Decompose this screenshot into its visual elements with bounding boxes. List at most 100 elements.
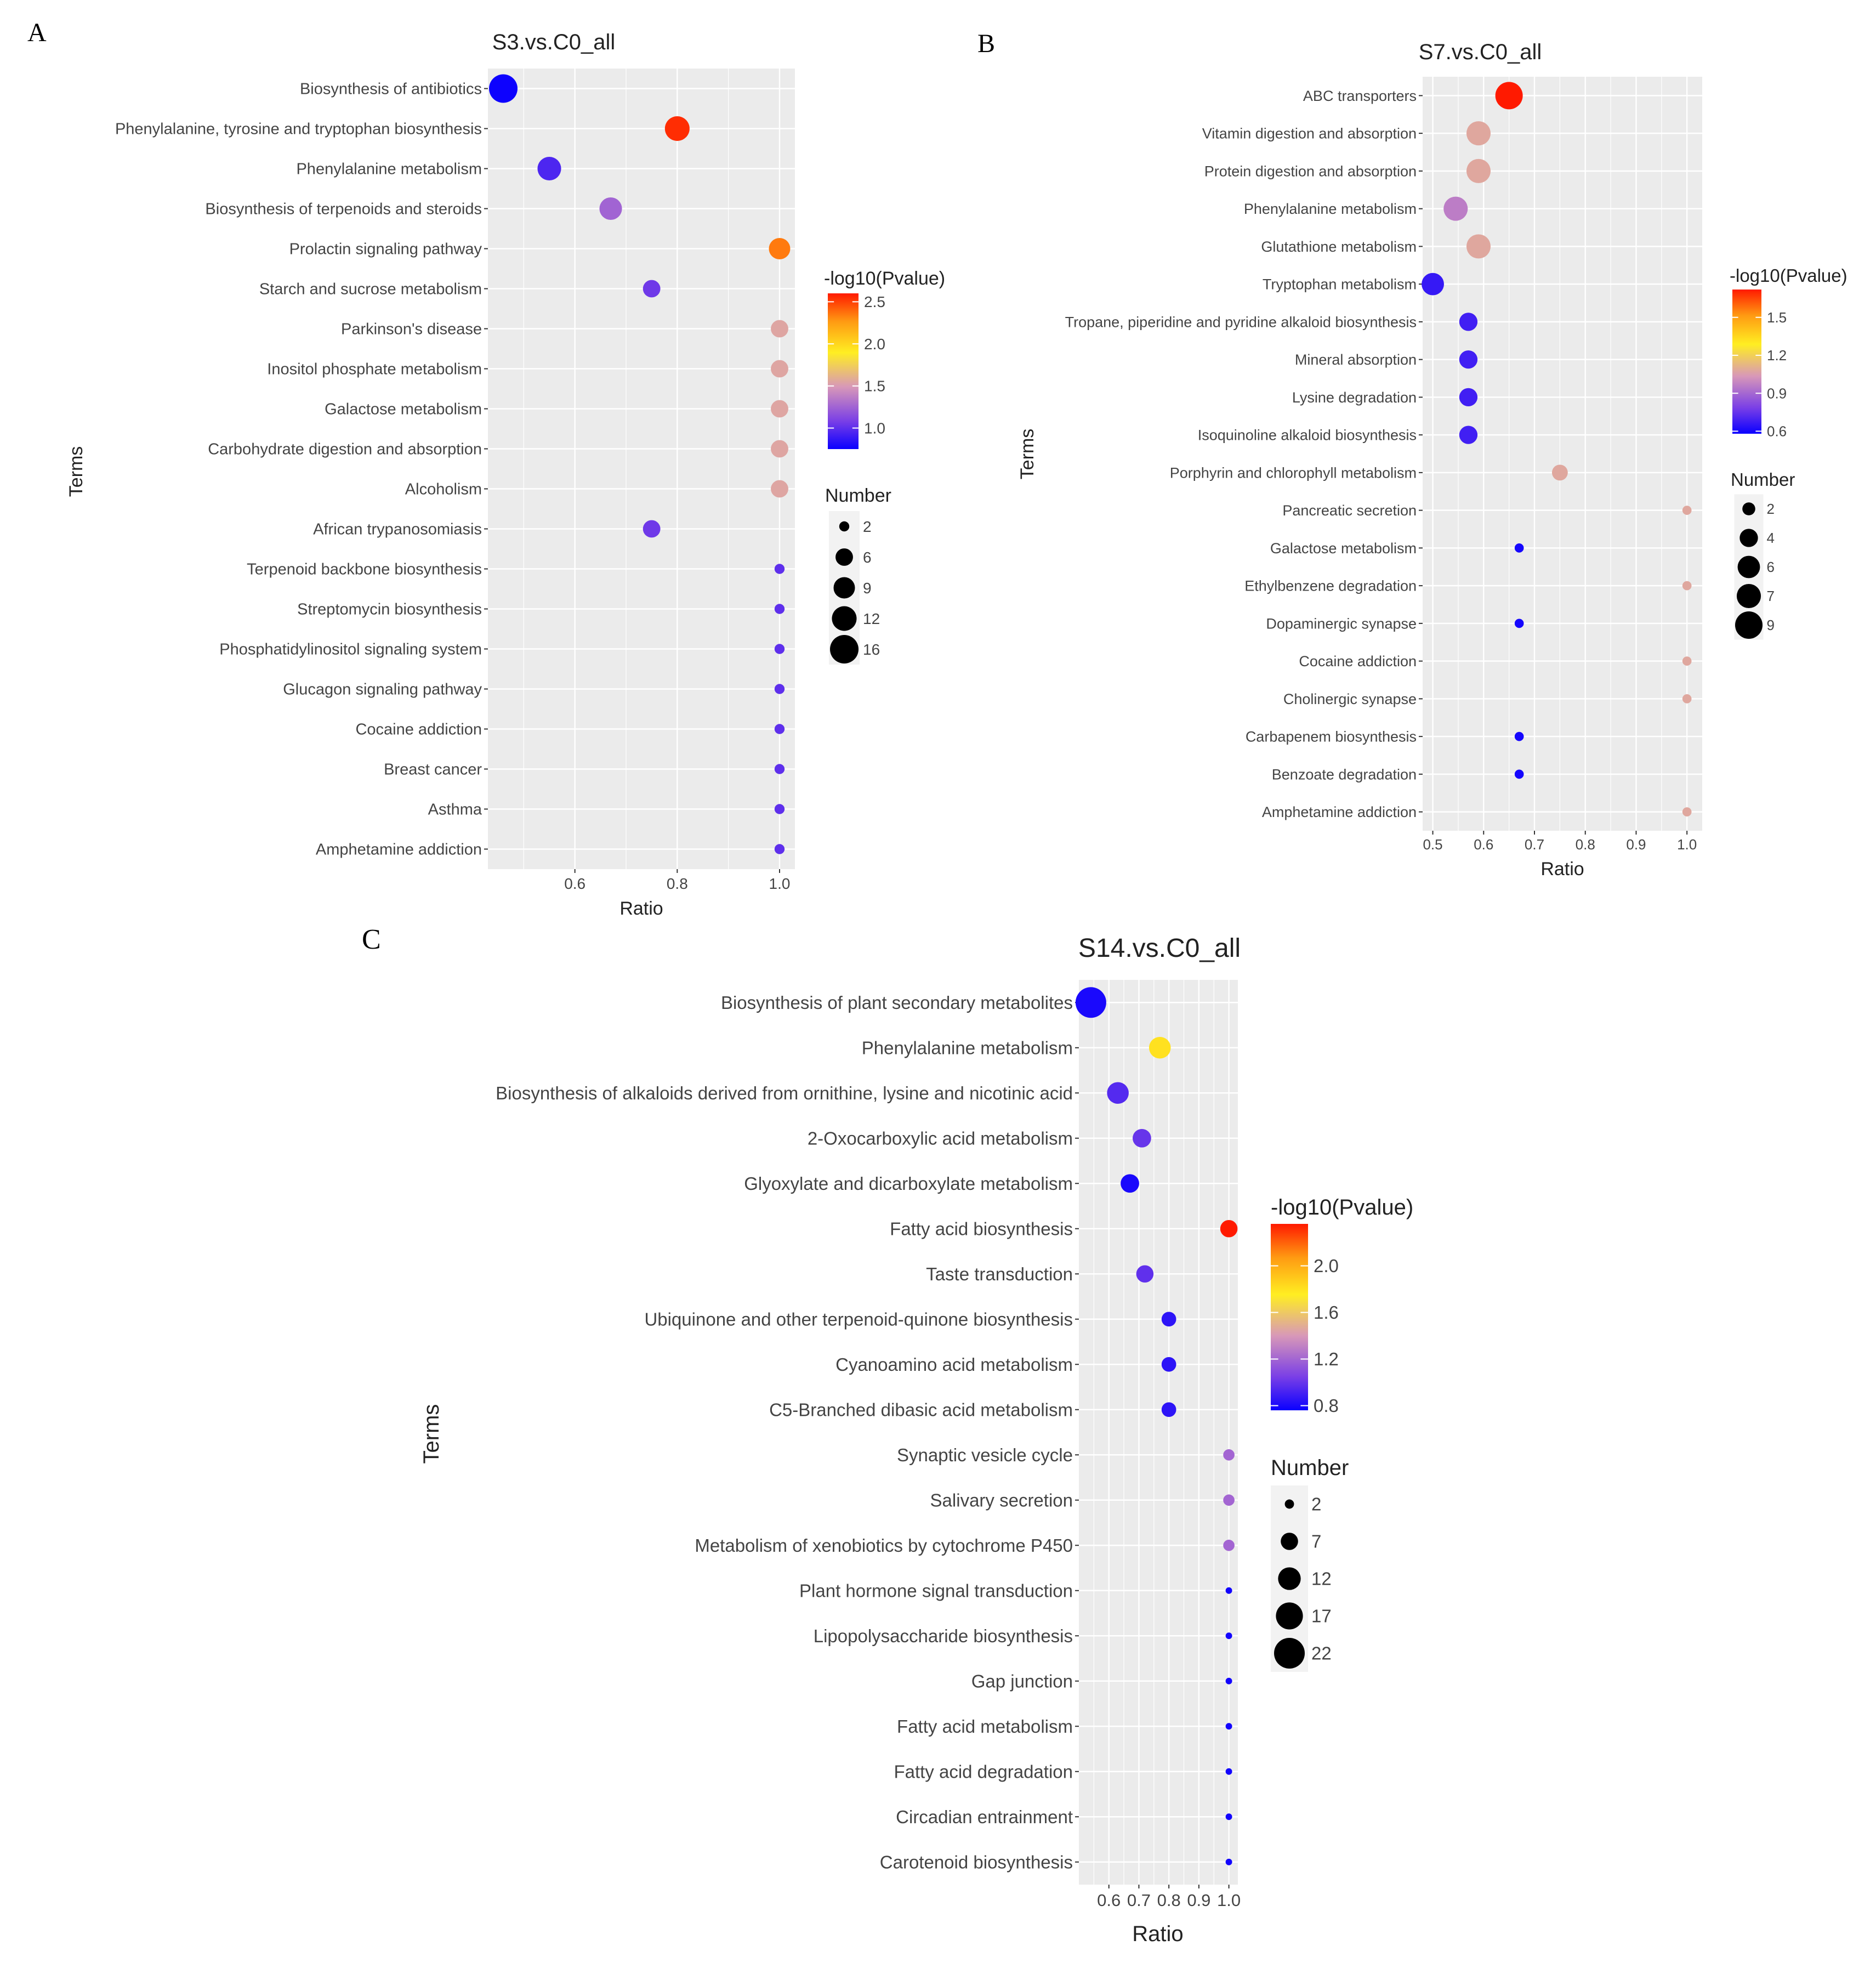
term-label: Isoquinoline alkaloid biosynthesis (1198, 427, 1417, 444)
size-legend-title: Number (825, 485, 891, 506)
x-tick-label: 1.0 (1217, 1891, 1241, 1910)
term-label: African trypanosomiasis (313, 521, 482, 538)
colorbar-title: -log10(Pvalue) (1730, 265, 1847, 286)
term-label: Glyoxylate and dicarboxylate metabolism (744, 1173, 1073, 1194)
term-label: Carotenoid biosynthesis (880, 1852, 1073, 1872)
size-legend-dot (830, 635, 859, 663)
term-label: Glucagon signaling pathway (283, 681, 482, 699)
size-legend-dot (1281, 1533, 1298, 1550)
term-label: Glutathione metabolism (1261, 239, 1417, 255)
x-axis-label: Ratio (1132, 1922, 1183, 1946)
data-point (1149, 1036, 1171, 1059)
y-axis-label: Terms (419, 1404, 444, 1464)
x-tick-label: 1.0 (769, 875, 791, 892)
term-label: Metabolism of xenobiotics by cytochrome … (695, 1535, 1073, 1556)
term-label: Amphetamine addiction (316, 841, 482, 859)
size-legend-dot (833, 577, 855, 599)
data-point (1225, 1858, 1232, 1865)
data-point (1682, 694, 1692, 704)
x-tick-label: 0.5 (1423, 836, 1442, 853)
term-label: Fatty acid biosynthesis (890, 1218, 1073, 1239)
panel-letter: B (977, 29, 995, 58)
size-legend-dot (839, 521, 850, 532)
data-point (489, 74, 518, 103)
x-tick-label: 0.6 (564, 875, 585, 892)
data-point (537, 156, 561, 181)
size-legend-dot (832, 606, 857, 631)
size-legend-label: 9 (863, 580, 872, 597)
term-label: Phenylalanine metabolism (296, 161, 482, 178)
size-legend-dot (1737, 555, 1760, 578)
term-label: Terpenoid backbone biosynthesis (247, 561, 482, 578)
term-label: Cocaine addiction (1299, 653, 1417, 670)
size-legend-label: 12 (1311, 1569, 1332, 1589)
size-legend-label: 2 (1311, 1494, 1321, 1514)
data-point (1133, 1128, 1151, 1148)
term-label: Galactose metabolism (1270, 540, 1417, 557)
data-point (1161, 1357, 1176, 1372)
term-label: Phenylalanine metabolism (1244, 201, 1417, 217)
data-point (1223, 1449, 1235, 1461)
term-label: Mineral absorption (1295, 351, 1417, 368)
colorbar-tick-label: 1.6 (1314, 1302, 1339, 1323)
data-point (771, 320, 788, 338)
size-legend-dot (1278, 1567, 1301, 1590)
term-label: Biosynthesis of antibiotics (300, 81, 482, 98)
data-point (643, 520, 661, 538)
term-label: Carbohydrate digestion and absorption (208, 441, 482, 458)
x-tick-label: 0.8 (1576, 836, 1595, 853)
term-label: Fatty acid metabolism (897, 1716, 1073, 1737)
size-legend-title: Number (1731, 469, 1795, 490)
data-point (1136, 1265, 1154, 1283)
colorbar-tick-label: 0.9 (1767, 385, 1787, 401)
term-label: C5-Branched dibasic acid metabolism (769, 1399, 1073, 1420)
data-point (774, 724, 785, 734)
term-label: Biosynthesis of plant secondary metaboli… (721, 992, 1073, 1013)
panel-b: B S7.vs.C0_all ABC transporters Vitamin dig… (977, 29, 1847, 880)
term-label: Cholinergic synapse (1283, 691, 1417, 707)
term-label: Biosynthesis of alkaloids derived from o… (496, 1083, 1073, 1103)
colorbar-tick-label: 1.5 (864, 378, 885, 395)
term-label: Tropane, piperidine and pyridine alkaloi… (1065, 314, 1417, 330)
x-tick-label: 0.7 (1525, 836, 1544, 853)
size-legend-label: 6 (1767, 559, 1775, 575)
data-point (1459, 426, 1478, 444)
data-point (1107, 1082, 1129, 1104)
x-tick-label: 0.8 (667, 875, 688, 892)
chart-title: S3.vs.C0_all (492, 30, 616, 54)
term-label: Streptomycin biosynthesis (297, 601, 482, 619)
data-point (1682, 581, 1692, 591)
data-point (1459, 388, 1478, 407)
colorbar-tick-label: 1.2 (1767, 347, 1787, 364)
colorbar-tick-label: 0.8 (1314, 1396, 1339, 1416)
panel-c: C S14.vs.C0_all Biosynthesis of plant seco… (362, 924, 1413, 1946)
colorbar-title: -log10(Pvalue) (824, 268, 945, 289)
size-legend-label: 2 (1767, 501, 1775, 517)
x-tick-label: 0.9 (1626, 836, 1646, 853)
term-label: Taste transduction (926, 1264, 1073, 1284)
data-point (1495, 82, 1523, 110)
term-label: Cyanoamino acid metabolism (835, 1354, 1073, 1375)
data-point (1422, 273, 1444, 296)
data-point (771, 360, 788, 378)
term-label: Synaptic vesicle cycle (897, 1445, 1073, 1465)
x-axis-label: Ratio (619, 898, 663, 919)
data-point (1514, 769, 1524, 779)
data-point (1225, 1723, 1232, 1730)
size-legend-label: 17 (1311, 1606, 1332, 1626)
data-point (774, 604, 785, 614)
term-label: Amphetamine addiction (1262, 804, 1417, 820)
data-point (1161, 1402, 1176, 1417)
term-label: Inositol phosphate metabolism (267, 361, 482, 378)
term-label: Fatty acid degradation (894, 1761, 1073, 1782)
data-point (1121, 1174, 1139, 1193)
data-point (1466, 234, 1491, 259)
term-label: Tryptophan metabolism (1263, 276, 1417, 293)
x-tick-label: 0.7 (1127, 1891, 1151, 1910)
data-point (1466, 121, 1491, 146)
term-label: Phenylalanine metabolism (862, 1037, 1073, 1058)
data-point (771, 440, 788, 458)
term-label: Parkinson's disease (341, 321, 482, 338)
data-point (771, 480, 788, 498)
